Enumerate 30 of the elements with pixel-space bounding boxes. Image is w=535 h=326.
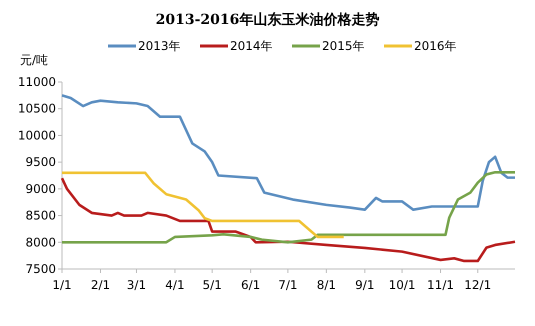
legend-label: 2014年 bbox=[230, 39, 273, 53]
y-tick-label: 9500 bbox=[25, 155, 56, 170]
legend-label: 2015年 bbox=[322, 39, 365, 53]
line-series bbox=[60, 170, 516, 244]
y-tick-label: 9000 bbox=[25, 182, 56, 196]
y-tick-label: 8000 bbox=[25, 235, 56, 250]
x-tick-label: 9/1 bbox=[355, 278, 374, 292]
x-tick-label: 6/1 bbox=[240, 278, 260, 292]
x-tick-label: 3/1 bbox=[126, 278, 146, 292]
x-tick-label: 11/1 bbox=[427, 278, 454, 292]
chart-title: 2013-2016年山东玉米油价格走势 bbox=[156, 11, 380, 28]
y-tick-label: 7500 bbox=[25, 262, 56, 276]
x-tick-label: 12/1 bbox=[464, 278, 492, 292]
legend-label: 2013年 bbox=[138, 39, 181, 53]
x-tick-label: 7/1 bbox=[278, 278, 298, 292]
line-series bbox=[60, 176, 516, 262]
y-axis-title: 元/吨 bbox=[20, 53, 48, 67]
y-tick-label: 10000 bbox=[18, 128, 56, 142]
line-series bbox=[60, 94, 516, 211]
x-tick-label: 10/1 bbox=[388, 278, 416, 292]
x-tick-label: 5/1 bbox=[202, 278, 222, 292]
line-series bbox=[60, 172, 346, 238]
x-tick-label: 1/1 bbox=[52, 278, 72, 292]
legend-label: 2016年 bbox=[414, 39, 457, 53]
x-tick-label: 2/1 bbox=[90, 278, 110, 292]
y-tick-label: 11000 bbox=[18, 75, 56, 89]
x-tick-label: 8/1 bbox=[316, 278, 336, 292]
y-tick-label: 8500 bbox=[25, 208, 56, 223]
x-tick-label: 4/1 bbox=[165, 278, 185, 292]
y-tick-label: 10500 bbox=[18, 102, 56, 116]
